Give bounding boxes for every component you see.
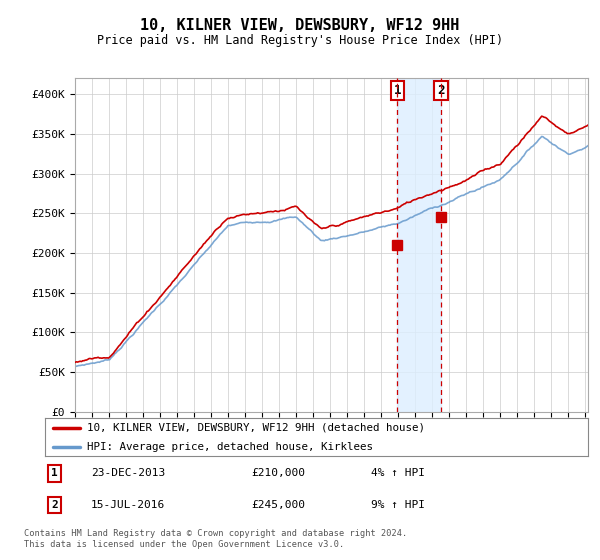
Text: 10, KILNER VIEW, DEWSBURY, WF12 9HH: 10, KILNER VIEW, DEWSBURY, WF12 9HH [140,18,460,33]
Text: 1: 1 [394,84,401,97]
Text: £210,000: £210,000 [251,468,305,478]
Text: HPI: Average price, detached house, Kirklees: HPI: Average price, detached house, Kirk… [88,442,373,452]
Text: 9% ↑ HPI: 9% ↑ HPI [371,500,425,510]
Text: 23-DEC-2013: 23-DEC-2013 [91,468,166,478]
Text: £245,000: £245,000 [251,500,305,510]
Text: 1: 1 [52,468,58,478]
Text: Price paid vs. HM Land Registry's House Price Index (HPI): Price paid vs. HM Land Registry's House … [97,34,503,46]
Text: Contains HM Land Registry data © Crown copyright and database right 2024.
This d: Contains HM Land Registry data © Crown c… [24,529,407,549]
Bar [397,78,441,412]
Text: 2: 2 [437,84,445,97]
Text: 10, KILNER VIEW, DEWSBURY, WF12 9HH (detached house): 10, KILNER VIEW, DEWSBURY, WF12 9HH (det… [88,423,425,433]
Text: 2: 2 [52,500,58,510]
Text: 4% ↑ HPI: 4% ↑ HPI [371,468,425,478]
Text: 15-JUL-2016: 15-JUL-2016 [91,500,166,510]
